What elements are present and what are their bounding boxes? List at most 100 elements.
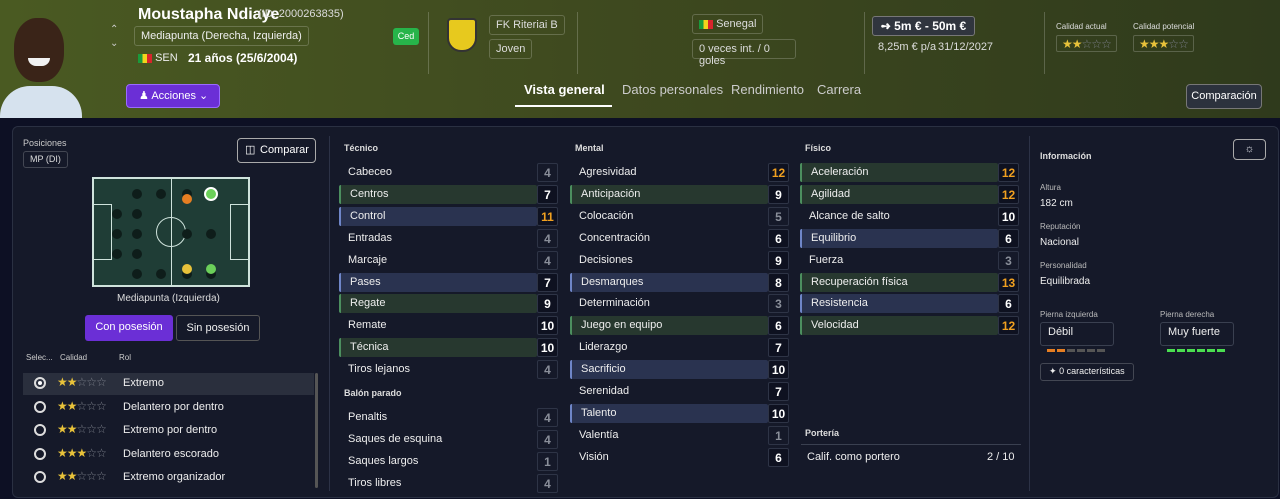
role-stars: ★★☆☆☆ [57, 469, 107, 483]
attribute-row[interactable]: Visión 6 [570, 447, 789, 467]
player-id: (ID: 2000263835) [258, 8, 344, 20]
attribute-row[interactable]: Saques de esquina 4 [339, 429, 558, 449]
select-column-header: Selec... [26, 353, 53, 362]
foot-strength-segment [1077, 349, 1085, 352]
attribute-row[interactable]: Serenidad 7 [570, 382, 789, 401]
divider [577, 12, 578, 74]
pitch-highlight-dot [204, 187, 218, 201]
attribute-value: 10 [768, 360, 789, 380]
attribute-row[interactable]: Talento 10 [570, 403, 789, 423]
role-radio[interactable] [34, 377, 46, 389]
attribute-row[interactable]: Pases 7 [339, 272, 558, 292]
attribute-row[interactable]: Marcaje 4 [339, 250, 558, 270]
pitch-position-dot [156, 269, 166, 279]
compare-positions-button[interactable]: ◫ Comparar [237, 138, 316, 163]
pitch-position-dot [132, 249, 142, 259]
attribute-row[interactable]: Centros 7 [339, 184, 558, 204]
actions-button[interactable]: ♟ Acciones ⌄ [126, 84, 220, 108]
foot-strength-segment [1177, 349, 1185, 352]
attribute-row[interactable]: Determinación 3 [570, 294, 789, 314]
club-name[interactable]: FK Riteriai B [489, 15, 565, 35]
role-radio[interactable] [34, 447, 46, 460]
attribute-row[interactable]: Juego en equipo 6 [570, 316, 789, 336]
foot-strength-segment [1057, 349, 1065, 352]
attribute-row[interactable]: Regate 9 [339, 294, 558, 314]
with-possession-toggle[interactable]: Con posesión [85, 315, 173, 341]
club-crest-icon[interactable] [447, 18, 477, 52]
attribute-row[interactable]: Técnica 10 [339, 338, 558, 358]
potential-ability-label: Calidad potencial [1133, 22, 1195, 31]
attribute-name: Agresividad [579, 166, 637, 178]
role-radio[interactable] [34, 471, 46, 483]
chevron-down-icon[interactable]: ⌄ [110, 38, 119, 49]
tab-datos-personales[interactable]: Datos personales [622, 82, 724, 97]
attribute-row[interactable]: Colocación 5 [570, 206, 789, 226]
compare-label: Comparar [260, 144, 309, 156]
role-stars: ★★☆☆☆ [57, 375, 107, 389]
divider [1029, 136, 1030, 491]
role-name: Delantero por dentro [123, 400, 224, 413]
attribute-value: 10 [998, 206, 1019, 226]
attribute-row[interactable]: Tiros libres 4 [339, 473, 558, 493]
attribute-value: 12 [998, 184, 1019, 204]
attribute-row[interactable]: Tiros lejanos 4 [339, 360, 558, 380]
attribute-row[interactable]: Recuperación física 13 [800, 272, 1019, 292]
attribute-row[interactable]: Equilibrio 6 [800, 228, 1019, 248]
international-caps: 0 veces int. / 0 goles [692, 39, 796, 67]
without-possession-toggle[interactable]: Sin posesión [176, 315, 260, 341]
attribute-row[interactable]: Control 11 [339, 206, 558, 226]
attribute-row[interactable]: Penaltis 4 [339, 408, 558, 427]
pitch-position-dot [132, 189, 142, 199]
role-row[interactable]: ★★☆☆☆ Extremo [23, 373, 314, 395]
positions-label: Posiciones [23, 138, 67, 148]
tab-carrera[interactable]: Carrera [817, 82, 862, 97]
attribute-row[interactable]: Cabeceo 4 [339, 163, 558, 182]
role-stars: ★★☆☆☆ [57, 422, 107, 436]
attribute-row[interactable]: Sacrificio 10 [570, 360, 789, 380]
attribute-row[interactable]: Concentración 6 [570, 228, 789, 248]
role-radio[interactable] [34, 400, 46, 413]
attribute-name: Tiros lejanos [348, 363, 410, 376]
pitch-position-dot [112, 249, 122, 259]
country-box[interactable]: Senegal [692, 14, 764, 34]
attribute-name: Saques de esquina [348, 432, 443, 445]
attribute-row[interactable]: Decisiones 9 [570, 250, 789, 270]
attribute-row[interactable]: Agresividad 12 [570, 163, 789, 182]
attribute-value: 6 [768, 447, 789, 467]
attribute-row[interactable]: Anticipación 9 [570, 184, 789, 204]
attribute-row[interactable]: Resistencia 6 [800, 294, 1019, 314]
attribute-row[interactable]: Aceleración 12 [800, 163, 1019, 182]
attribute-row[interactable]: Agilidad 12 [800, 184, 1019, 204]
attribute-row[interactable]: Entradas 4 [339, 228, 558, 248]
chevron-up-icon[interactable]: ⌃ [110, 24, 119, 35]
attribute-value: 3 [998, 250, 1019, 270]
value-range: 5m € - 50m € [894, 19, 967, 33]
role-stars: ★★☆☆☆ [57, 398, 107, 413]
attribute-row[interactable]: Liderazgo 7 [570, 338, 789, 358]
role-row[interactable]: ★★☆☆☆ Extremo organizador [23, 467, 314, 489]
attribute-name: Juego en equipo [570, 316, 768, 336]
attribute-row[interactable]: Alcance de salto 10 [800, 206, 1019, 226]
attribute-row[interactable]: Fuerza 3 [800, 250, 1019, 270]
role-row[interactable]: ★★☆☆☆ Extremo por dentro [23, 420, 314, 442]
attribute-row[interactable]: Saques largos 1 [339, 451, 558, 471]
pitch-highlight-dot [206, 264, 216, 274]
role-radio[interactable] [34, 424, 46, 436]
tab-vista-general[interactable]: Vista general [524, 82, 605, 97]
attribute-value: 13 [998, 272, 1019, 292]
tab-rendimiento[interactable]: Rendimiento [731, 82, 804, 97]
role-stars: ★★★☆☆ [57, 445, 107, 460]
compare-button[interactable]: Comparación [1186, 84, 1262, 109]
role-row[interactable]: ★★☆☆☆ Delantero por dentro [23, 397, 314, 419]
attribute-row[interactable]: Velocidad 12 [800, 316, 1019, 336]
attribute-row[interactable]: Valentía 1 [570, 425, 789, 445]
role-list-scrollbar[interactable] [315, 373, 318, 488]
divider [1044, 12, 1045, 74]
technical-title: Técnico [344, 143, 379, 153]
traits-button[interactable]: ✦ 0 características [1040, 363, 1134, 381]
attribute-value: 4 [537, 429, 558, 449]
role-row[interactable]: ★★★☆☆ Delantero escorado [23, 444, 314, 466]
scout-icon[interactable]: ☼ [1233, 139, 1266, 160]
attribute-row[interactable]: Desmarques 8 [570, 272, 789, 292]
attribute-row[interactable]: Remate 10 [339, 316, 558, 336]
